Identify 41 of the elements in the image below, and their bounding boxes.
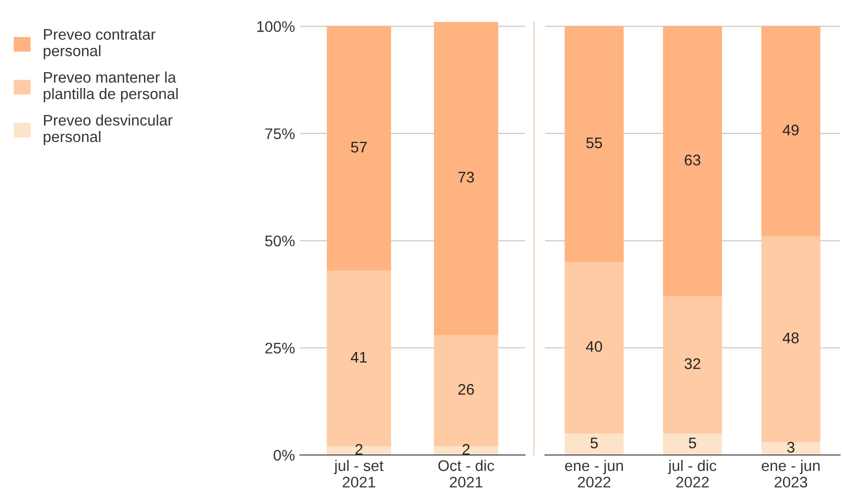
data-label: 5 xyxy=(688,438,696,448)
data-label: 32 xyxy=(684,358,700,370)
bar xyxy=(326,26,392,271)
data-label: 40 xyxy=(586,341,602,352)
bar xyxy=(761,236,820,442)
data-label: 2 xyxy=(462,444,470,455)
bar xyxy=(663,26,722,296)
bar xyxy=(434,22,498,335)
legend-label: Preveo desvincular personal xyxy=(44,114,172,146)
bar xyxy=(663,296,722,434)
x-tick-label: ene - jun 2022 xyxy=(565,460,623,488)
legend-label: Preveo mantener la plantilla de personal xyxy=(44,72,178,102)
bar xyxy=(761,442,820,455)
x-tick-label: ene - jun 2023 xyxy=(762,460,820,488)
bar xyxy=(564,434,624,455)
data-label: 49 xyxy=(782,124,799,136)
data-label: 73 xyxy=(458,172,474,183)
y-tick-label: 75% xyxy=(265,128,295,140)
x-tick-label: Oct - dic 2021 xyxy=(438,460,494,488)
data-label: 55 xyxy=(586,138,602,148)
bar xyxy=(564,26,624,262)
data-label: 48 xyxy=(782,332,799,344)
bar xyxy=(663,434,722,455)
data-label: 5 xyxy=(590,438,598,448)
bar xyxy=(326,446,392,455)
y-tick-label: 50% xyxy=(265,236,295,246)
data-label: 63 xyxy=(684,154,700,166)
data-label: 2 xyxy=(355,444,362,455)
data-label: 57 xyxy=(351,142,367,153)
bar xyxy=(434,446,498,455)
x-tick-label: jul - set 2021 xyxy=(334,460,384,488)
x-tick-label: jul - dic 2022 xyxy=(668,460,716,488)
bar xyxy=(564,262,624,434)
legend-label: Preveo contratar personal xyxy=(44,29,156,60)
y-tick-label: 25% xyxy=(265,342,295,354)
data-label: 3 xyxy=(787,442,794,453)
y-tick-label: 100% xyxy=(257,21,295,32)
bar xyxy=(761,26,820,236)
data-label: 41 xyxy=(350,352,367,362)
data-label: 26 xyxy=(458,384,474,395)
y-tick-label: 0% xyxy=(274,450,295,461)
